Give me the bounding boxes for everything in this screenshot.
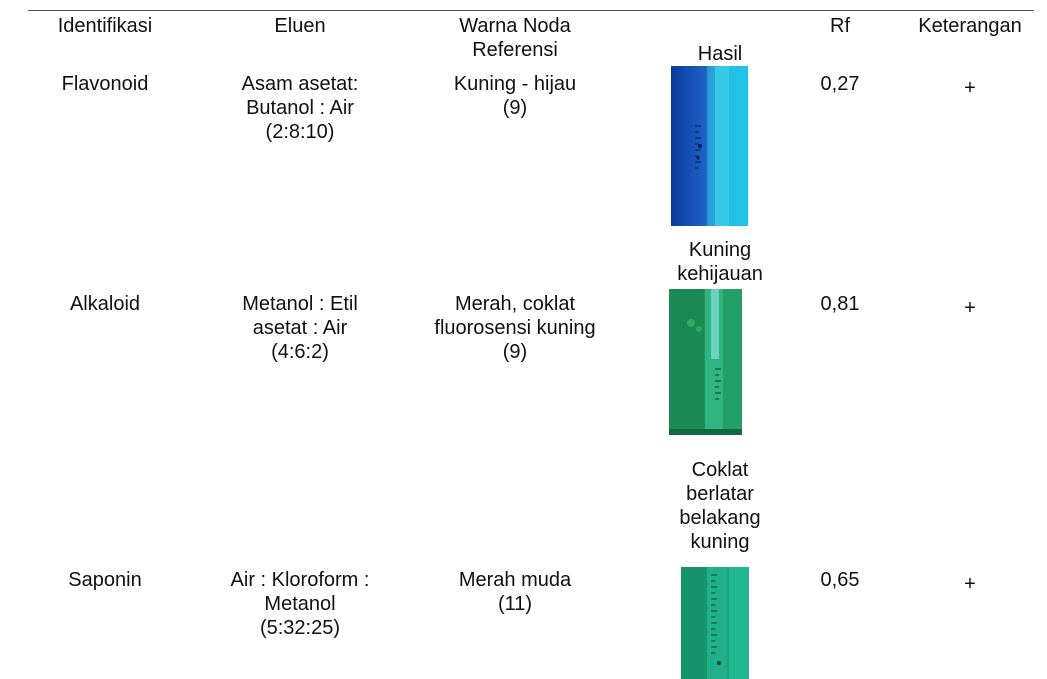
header-hasil: Hasil <box>697 43 743 65</box>
header-warna-noda-referensi: Warna Noda Referensi <box>459 15 571 61</box>
table-top-rule <box>28 10 1034 11</box>
header-rf: Rf <box>830 15 850 37</box>
row-saponin-rf: 0,65 <box>820 569 860 591</box>
row-saponin-warna: Merah muda (11) <box>458 569 572 615</box>
row-alkaloid-eluen: Metanol : Etil asetat : Air (4:6:2) <box>242 293 358 363</box>
row-saponin-identifikasi: Saponin <box>68 569 142 591</box>
header-identifikasi: Identifikasi <box>57 15 153 37</box>
row-flavonoid-keterangan: + <box>964 77 976 99</box>
header-eluen: Eluen <box>274 15 326 37</box>
row-flavonoid-tlc-plate-image <box>671 66 748 226</box>
row-alkaloid-hasil-caption: Kuning kehijauan <box>677 239 763 285</box>
row-saponin-eluen: Air : Kloroform : Metanol (5:32:25) <box>230 569 370 639</box>
row-saponin-hasil-caption: Coklat berlatar belakang kuning <box>679 459 761 553</box>
row-flavonoid-identifikasi: Flavonoid <box>61 73 149 95</box>
row-flavonoid-eluen: Asam asetat: Butanol : Air (2:8:10) <box>241 73 359 143</box>
row-saponin-tlc-plate-image <box>681 567 749 679</box>
header-keterangan: Keterangan <box>918 15 1022 37</box>
row-flavonoid-warna: Kuning - hijau (9) <box>453 73 577 119</box>
row-alkaloid-identifikasi: Alkaloid <box>69 293 141 315</box>
row-alkaloid-warna: Merah, coklat fluorosensi kuning (9) <box>434 293 596 363</box>
row-alkaloid-tlc-plate-image <box>669 289 742 435</box>
row-flavonoid-rf: 0,27 <box>820 73 860 95</box>
row-alkaloid-rf: 0,81 <box>820 293 860 315</box>
row-alkaloid-keterangan: + <box>964 297 976 319</box>
row-saponin-keterangan: + <box>964 573 976 595</box>
